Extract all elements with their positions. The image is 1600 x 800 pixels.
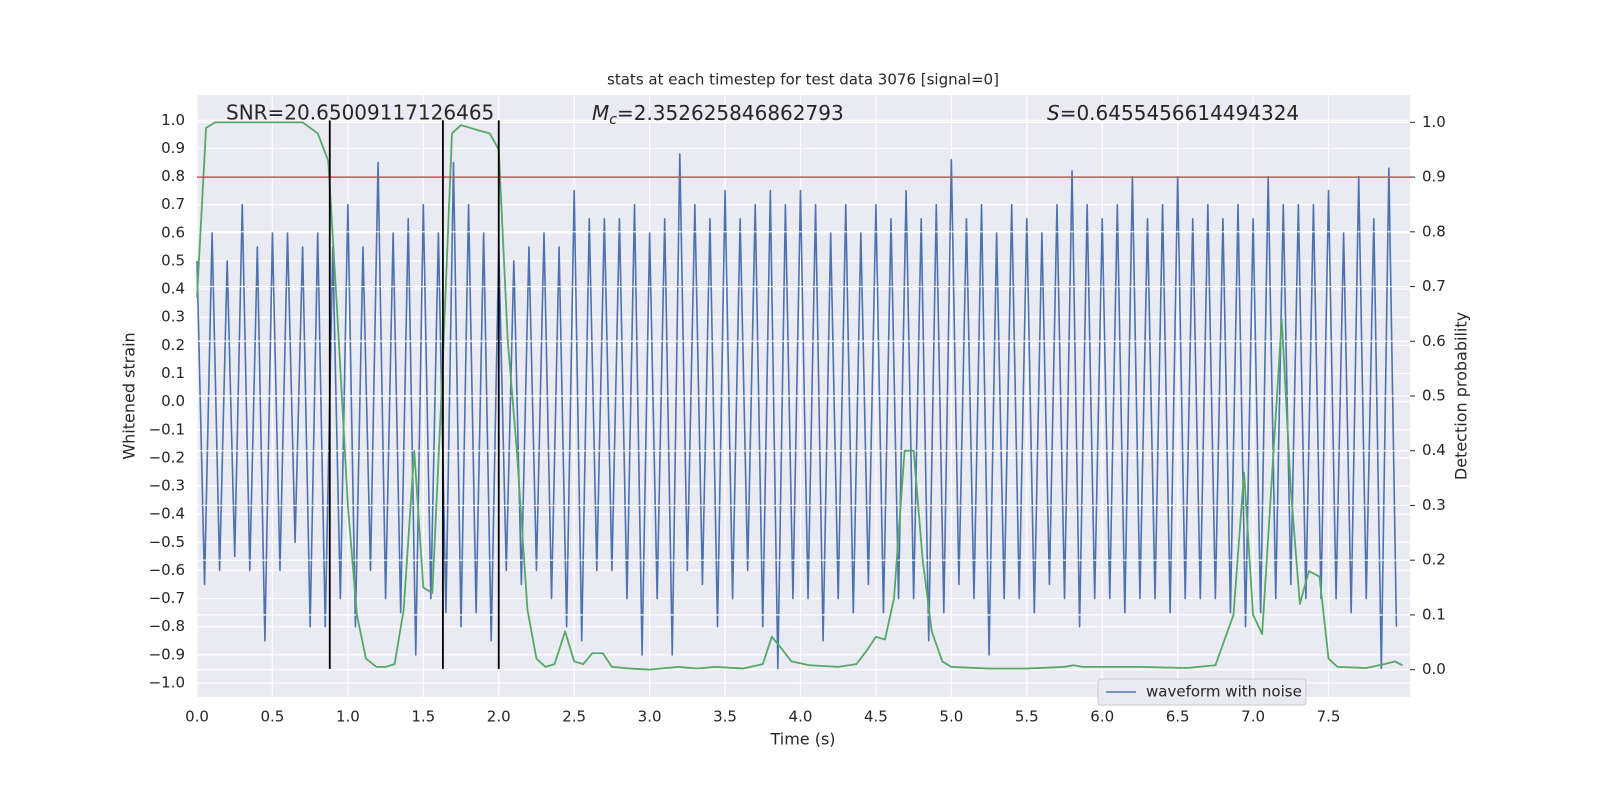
legend-label: waveform with noise — [1146, 683, 1302, 701]
y-tick-label: 0.2 — [161, 336, 185, 354]
y-tick-label: −0.3 — [149, 477, 185, 495]
y-tick-label: 0.4 — [161, 280, 185, 298]
x-tick-label: 7.0 — [1241, 708, 1265, 726]
chart-title: stats at each timestep for test data 307… — [607, 71, 999, 89]
legend: waveform with noise — [1097, 678, 1307, 706]
x-tick-label: 3.0 — [638, 708, 662, 726]
y-tick-label: −0.4 — [149, 505, 185, 523]
annotation-text: =0.6455456614494324 — [1060, 101, 1299, 125]
y2-tick-label: 0.7 — [1422, 277, 1446, 295]
waveform-line — [196, 153, 1398, 670]
y2-tick-label: 0.5 — [1422, 387, 1446, 405]
y-axis-label: Whitened strain — [120, 332, 139, 459]
x-tick-label: 4.5 — [864, 708, 888, 726]
y2-axis-label: Detection probability — [1452, 312, 1471, 480]
x-tick-label: 2.0 — [487, 708, 511, 726]
x-tick-label: 1.0 — [336, 708, 360, 726]
x-tick-label: 2.5 — [562, 708, 586, 726]
y2-tick-label: 0.1 — [1422, 605, 1446, 623]
x-tick-label: 5.5 — [1015, 708, 1039, 726]
y-tick-label: 0.1 — [161, 364, 185, 382]
y-tick-label: 0.7 — [161, 195, 185, 213]
x-tick-label: 0.0 — [185, 708, 209, 726]
x-tick-label: 4.0 — [789, 708, 813, 726]
annotation: Mc=2.352625846862793 — [592, 101, 844, 129]
y-tick-label: 0.3 — [161, 308, 185, 326]
y2-tick-label: 0.8 — [1422, 222, 1446, 240]
annotation-subscript: c — [609, 112, 617, 128]
y-tick-label: 1.0 — [161, 111, 185, 129]
y-tick-label: 0.8 — [161, 167, 185, 185]
annotation: SNR=20.65009117126465 — [226, 101, 494, 125]
x-tick-label: 0.5 — [261, 708, 285, 726]
probability-line — [196, 121, 1403, 671]
y2-tick-label: 0.3 — [1422, 496, 1446, 514]
y2-tick-label: 0.4 — [1422, 441, 1446, 459]
y-tick-label: −0.7 — [149, 589, 185, 607]
annotation-symbol: M — [592, 101, 609, 125]
y2-tick-label: 1.0 — [1422, 113, 1446, 131]
x-tick-label: 6.0 — [1090, 708, 1114, 726]
x-tick-label: 7.5 — [1317, 708, 1341, 726]
y-tick-label: −0.9 — [149, 645, 185, 663]
y-tick-label: −0.8 — [149, 617, 185, 635]
annotation: S=0.6455456614494324 — [1047, 101, 1299, 125]
y2-tick-label: 0.6 — [1422, 332, 1446, 350]
y-tick-label: −0.2 — [149, 448, 185, 466]
marks — [196, 153, 1398, 670]
x-tick-label: 6.5 — [1166, 708, 1190, 726]
y2-tick-label: 0.0 — [1422, 660, 1446, 678]
y-tick-label: −0.1 — [149, 420, 185, 438]
annotation-text: =2.352625846862793 — [617, 101, 844, 125]
y-tick-label: 0.6 — [161, 223, 185, 241]
x-tick-label: 5.0 — [939, 708, 963, 726]
legend-box — [1097, 678, 1307, 706]
x-tick-label: 3.5 — [713, 708, 737, 726]
y-tick-label: −0.6 — [149, 561, 185, 579]
y-tick-label: −1.0 — [149, 673, 185, 691]
y2-tick-label: 0.9 — [1422, 168, 1446, 186]
y-tick-label: 0.5 — [161, 251, 185, 269]
y-tick-label: −0.5 — [149, 533, 185, 551]
marks — [196, 120, 1410, 671]
y-tick-label: 0.9 — [161, 139, 185, 157]
axes: 0.0 0.5 1.0 1.5 2.0 2.5 3.0 3.5 4.0 4.5 5.0 5.5 6.0 6… — [149, 111, 1446, 726]
x-axis-label: Time (s) — [769, 730, 835, 749]
x-tick-label: 1.5 — [411, 708, 435, 726]
annotation-symbol: S — [1047, 101, 1060, 125]
y2-tick-label: 0.2 — [1422, 551, 1446, 569]
y-tick-label: 0.0 — [161, 392, 185, 410]
